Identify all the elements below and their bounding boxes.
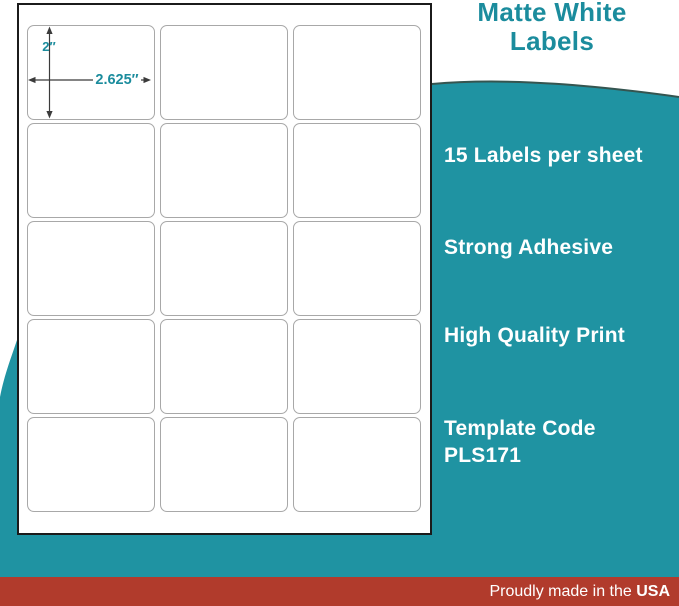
swoosh-top-edge xyxy=(431,80,679,98)
template-code-label: Template Code xyxy=(444,417,596,440)
template-code-block: Template Code PLS171 xyxy=(444,415,596,469)
made-in-usa-bold: USA xyxy=(636,583,670,600)
label-cell xyxy=(27,417,155,512)
feature-item-labels-per-sheet: 15 Labels per sheet xyxy=(444,144,643,167)
label-cell xyxy=(160,123,288,218)
label-cell xyxy=(293,25,421,120)
feature-item-strong-adhesive: Strong Adhesive xyxy=(444,236,614,259)
teal-swoosh-shape xyxy=(0,81,679,606)
label-cell xyxy=(160,221,288,316)
label-cell xyxy=(160,417,288,512)
label-cell xyxy=(160,25,288,120)
label-cell xyxy=(27,25,155,120)
label-cell xyxy=(293,417,421,512)
label-cell xyxy=(27,123,155,218)
made-in-usa-text: Proudly made in the xyxy=(489,583,637,600)
label-cell xyxy=(27,319,155,414)
made-in-usa-banner: Proudly made in the USA xyxy=(0,577,679,606)
product-title: Matte White Labels xyxy=(432,0,672,56)
feature-item-high-quality-print: High Quality Print xyxy=(444,324,625,347)
label-cell xyxy=(160,319,288,414)
product-title-line1: Matte White xyxy=(477,0,627,27)
label-grid xyxy=(27,25,421,512)
label-cell xyxy=(27,221,155,316)
label-sheet: 2″ 2.625″ xyxy=(17,3,432,535)
product-title-line2: Labels xyxy=(509,26,595,56)
template-code-value: PLS171 xyxy=(444,444,522,467)
label-cell xyxy=(293,319,421,414)
label-cell xyxy=(293,123,421,218)
label-cell xyxy=(293,221,421,316)
